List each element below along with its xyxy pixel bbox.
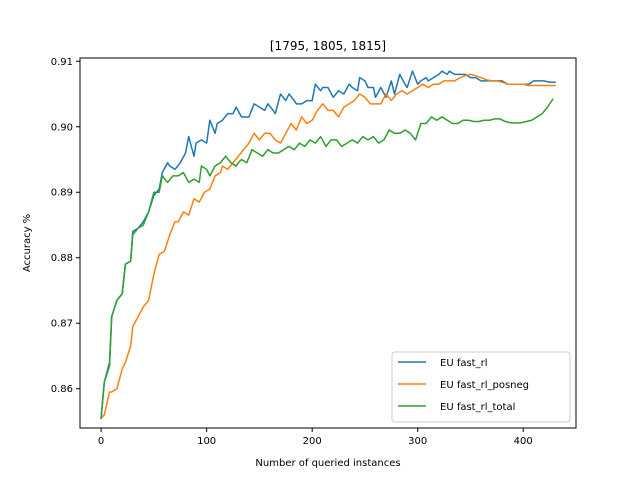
y-axis: 0.86 0.87 0.88 0.89 0.90 0.91 xyxy=(51,57,80,395)
chart-title: [1795, 1805, 1815] xyxy=(270,39,386,53)
x-tick-label: 200 xyxy=(303,436,322,447)
x-axis-title: Number of queried instances xyxy=(255,458,400,469)
legend-label-3: EU fast_rl_total xyxy=(440,402,515,413)
y-tick-label: 0.91 xyxy=(51,57,73,68)
x-tick-label: 300 xyxy=(408,436,427,447)
x-tick-label: 0 xyxy=(98,436,104,447)
series-line-3 xyxy=(100,98,554,419)
y-tick-label: 0.86 xyxy=(51,384,73,395)
legend-label-1: EU fast_rl xyxy=(440,358,488,369)
x-axis: 0 100 200 300 400 xyxy=(98,428,533,447)
legend-label-2: EU fast_rl_posneg xyxy=(440,380,529,391)
series-line-2 xyxy=(100,73,556,420)
y-tick-label: 0.88 xyxy=(51,253,73,264)
x-tick-label: 400 xyxy=(514,436,533,447)
legend-box xyxy=(391,351,571,423)
y-axis-title: Accuracy % xyxy=(22,214,33,272)
y-tick-label: 0.90 xyxy=(51,122,73,133)
y-tick-label: 0.89 xyxy=(51,188,73,199)
y-tick-label: 0.87 xyxy=(51,319,73,330)
x-tick-label: 100 xyxy=(197,436,216,447)
plot-frame xyxy=(79,57,577,429)
plot-lines xyxy=(100,70,556,420)
legend: EU fast_rl EU fast_rl_posneg EU fast_rl_to… xyxy=(391,351,571,423)
